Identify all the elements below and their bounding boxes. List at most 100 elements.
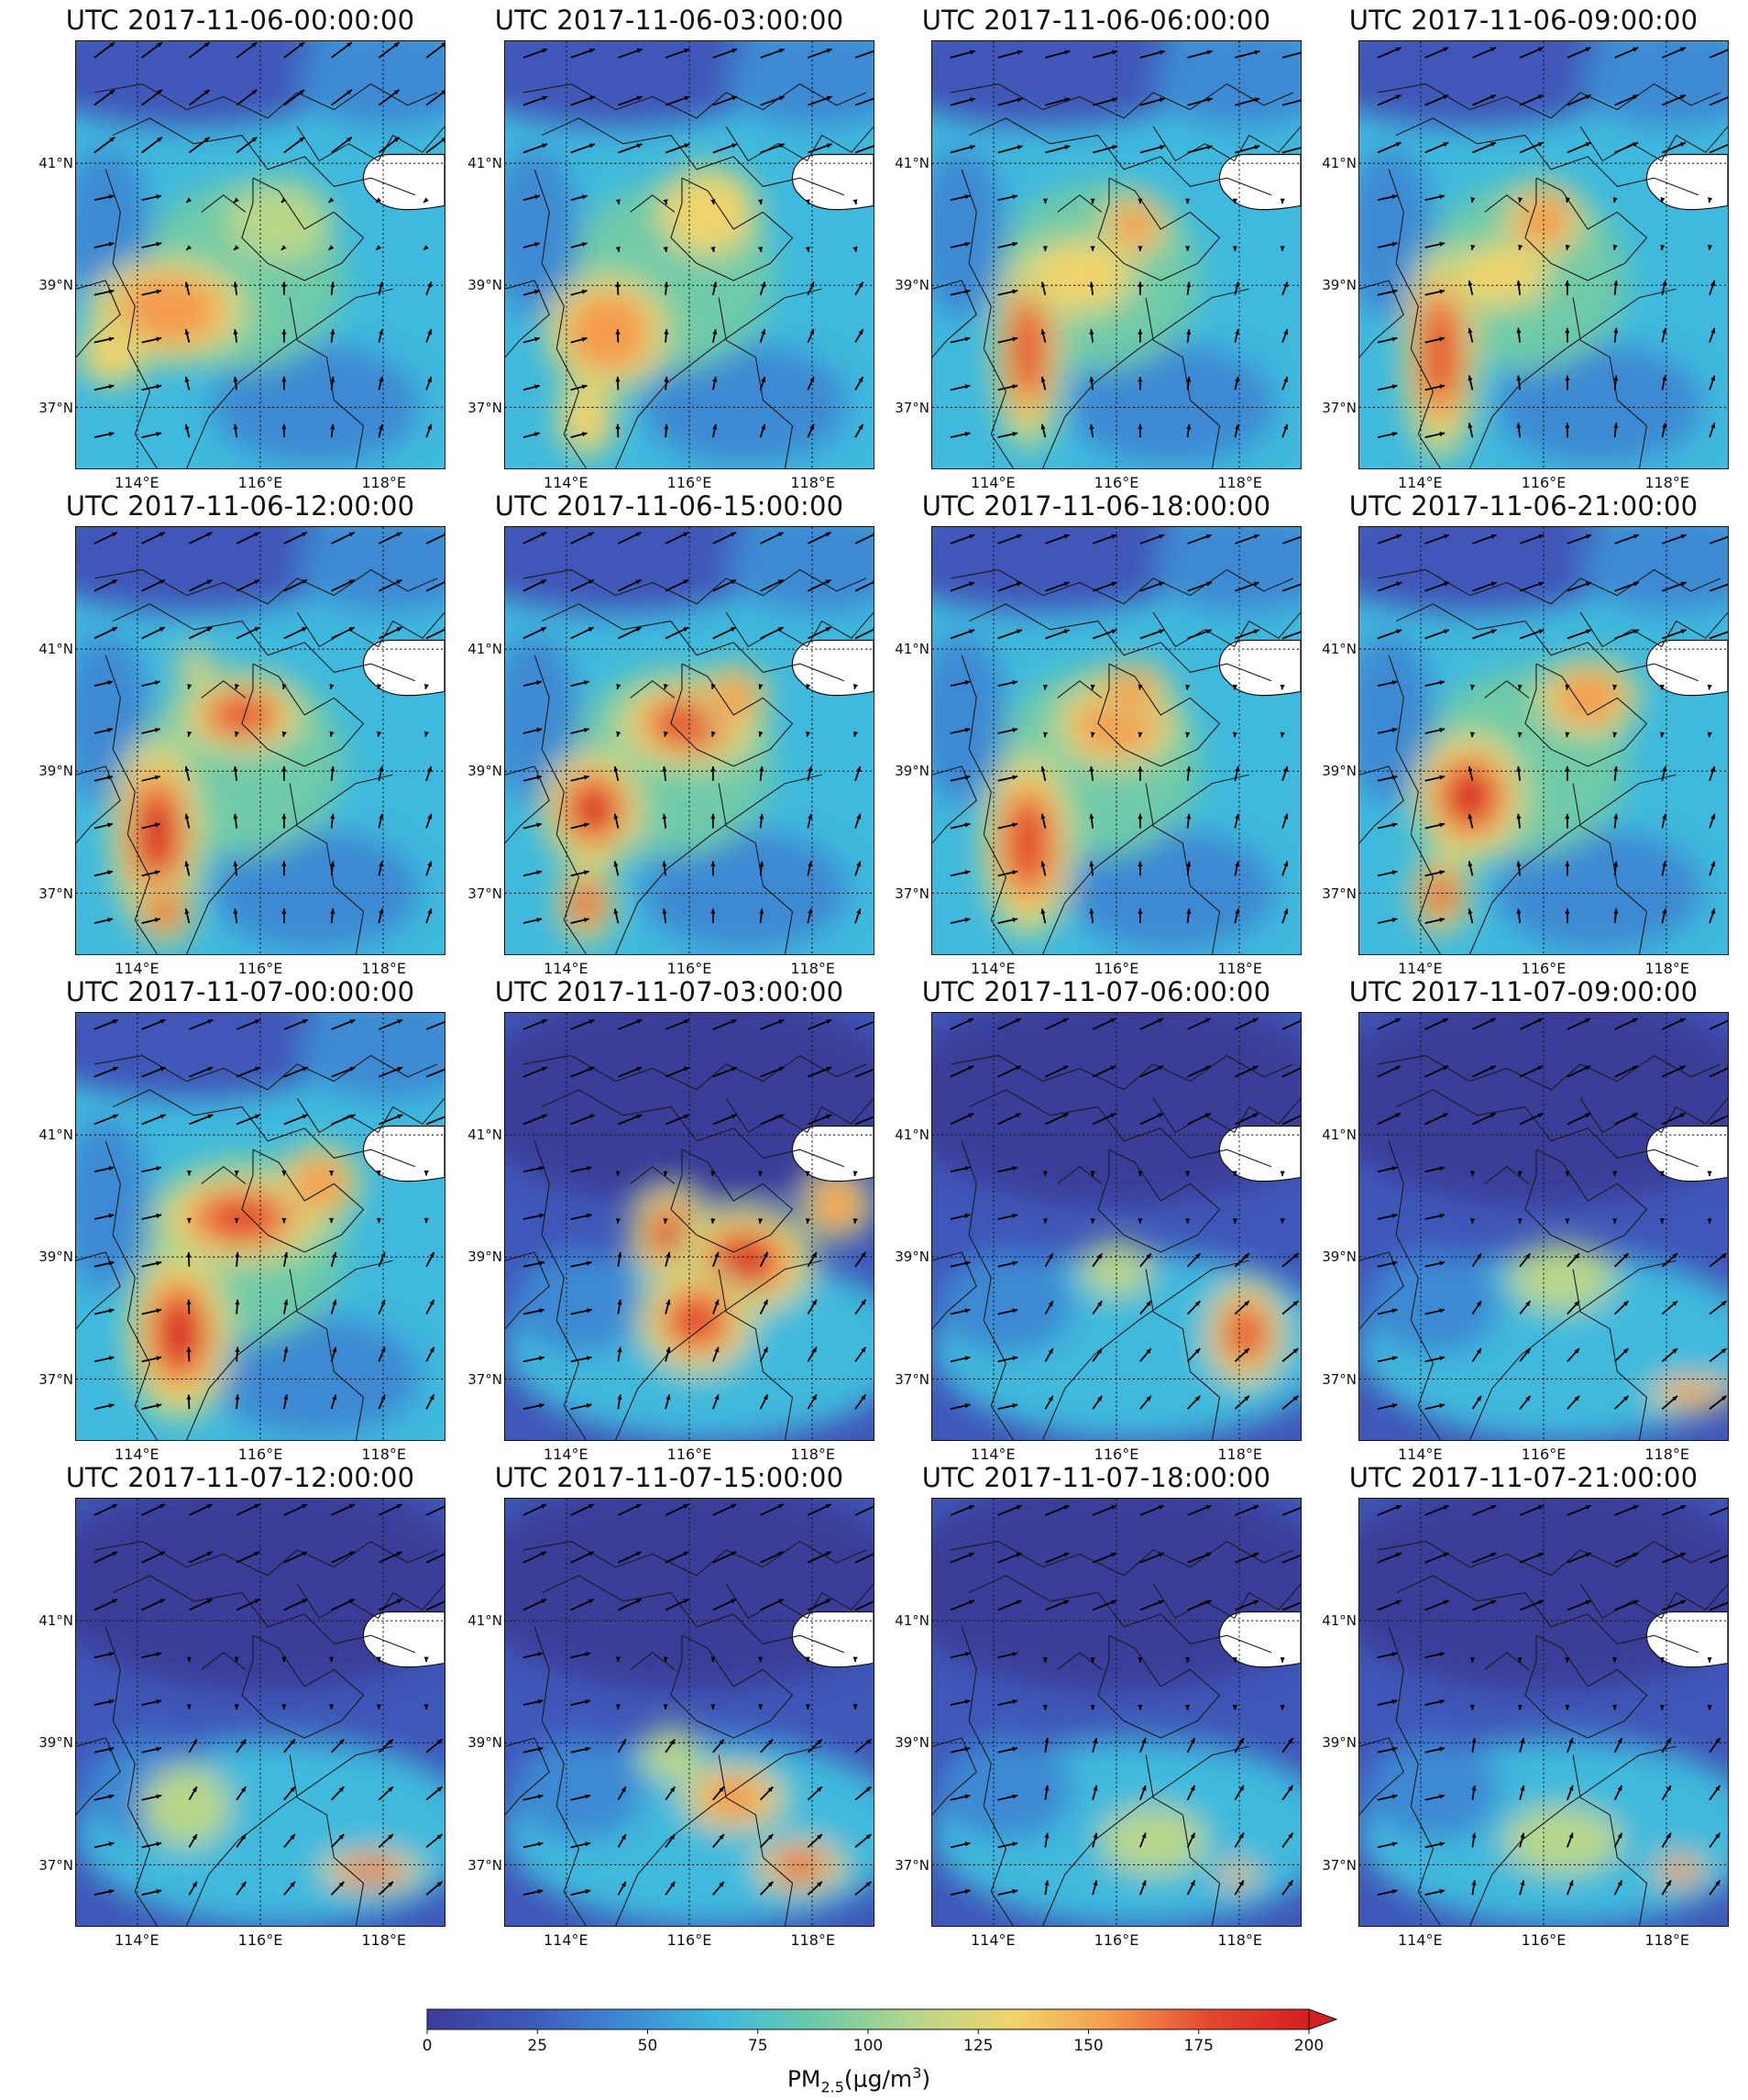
wind-vectors bbox=[522, 532, 874, 925]
pm25-map bbox=[931, 1498, 1302, 1927]
panel-title: UTC 2017-11-06-09:00:00 bbox=[1348, 5, 1699, 36]
pm25-field bbox=[932, 1499, 1301, 1926]
lon-tick-label: 116°E bbox=[1521, 960, 1567, 977]
lat-tick-label: 39°N bbox=[1322, 763, 1357, 780]
wind-vectors bbox=[522, 48, 874, 439]
lat-tick-label: 39°N bbox=[895, 277, 929, 294]
lat-tick-label: 41°N bbox=[895, 1126, 929, 1143]
lat-tick-label: 41°N bbox=[467, 640, 502, 657]
pm25-field bbox=[505, 1499, 874, 1926]
lon-tick-label: 118°E bbox=[361, 1446, 406, 1463]
wind-vectors bbox=[950, 1504, 1301, 1897]
lat-tick-label: 37°N bbox=[895, 1371, 929, 1389]
panel-title: UTC 2017-11-06-03:00:00 bbox=[494, 5, 844, 36]
lat-tick-label: 39°N bbox=[895, 1248, 929, 1266]
lon-tick-label: 118°E bbox=[361, 1931, 406, 1949]
colorbar-tick-label: 50 bbox=[637, 2037, 658, 2055]
pm25-field bbox=[505, 1013, 874, 1440]
lon-tick-label: 118°E bbox=[790, 474, 835, 491]
lon-tick-label: 116°E bbox=[237, 1446, 283, 1463]
pm25-map bbox=[1358, 40, 1729, 469]
pm25-map bbox=[75, 526, 445, 955]
lat-tick-label: 41°N bbox=[895, 640, 929, 657]
lat-tick-label: 37°N bbox=[1322, 1371, 1357, 1389]
pm25-field bbox=[1359, 41, 1728, 468]
lon-tick-label: 114°E bbox=[971, 1446, 1016, 1463]
lat-tick-label: 37°N bbox=[895, 400, 929, 417]
lon-tick-label: 114°E bbox=[1398, 1931, 1443, 1949]
lon-tick-label: 116°E bbox=[1094, 1446, 1139, 1463]
pm25-map bbox=[931, 40, 1302, 469]
pm25-field bbox=[932, 41, 1301, 468]
wind-vectors bbox=[1377, 47, 1728, 439]
lon-tick-label: 114°E bbox=[115, 1446, 159, 1463]
lon-tick-label: 118°E bbox=[1217, 1931, 1262, 1949]
pm25-field bbox=[932, 1013, 1301, 1440]
lon-tick-label: 114°E bbox=[115, 474, 159, 491]
colorbar-tick-label: 150 bbox=[1073, 2037, 1104, 2055]
pm25-field bbox=[932, 527, 1301, 954]
map-panel: UTC 2017-11-07-15:00:00 41°N 39°N 37°N 114°E… bbox=[467, 1457, 917, 1949]
lon-tick-label: 118°E bbox=[1217, 474, 1262, 491]
map-panel: UTC 2017-11-06-12:00:00 41°N 39°N 37°N 114°E… bbox=[38, 486, 488, 977]
panel-title: UTC 2017-11-07-00:00:00 bbox=[65, 976, 415, 1007]
map-panel: UTC 2017-11-06-06:00:00 41°N 39°N 37°N 114°E… bbox=[895, 0, 1344, 491]
lat-tick-label: 41°N bbox=[1322, 1126, 1357, 1143]
panel-title: UTC 2017-11-07-12:00:00 bbox=[65, 1462, 415, 1493]
pm25-field bbox=[505, 41, 874, 468]
lat-tick-label: 37°N bbox=[1322, 885, 1357, 903]
lat-tick-label: 41°N bbox=[38, 640, 73, 657]
lat-tick-label: 41°N bbox=[1322, 154, 1357, 171]
lon-tick-label: 114°E bbox=[1398, 960, 1443, 977]
lat-tick-label: 37°N bbox=[38, 885, 73, 903]
lat-tick-label: 37°N bbox=[467, 1371, 502, 1389]
map-panel: UTC 2017-11-07-09:00:00 41°N 39°N 37°N 114°E… bbox=[1322, 972, 1748, 1463]
lat-tick-label: 41°N bbox=[895, 154, 929, 171]
lon-tick-label: 118°E bbox=[790, 960, 835, 977]
lon-tick-label: 116°E bbox=[1094, 960, 1139, 977]
colorbar-label: PM2.5(μg/m3) bbox=[786, 2064, 931, 2096]
pm25-map bbox=[1358, 1498, 1729, 1927]
panel-title: UTC 2017-11-07-09:00:00 bbox=[1348, 976, 1699, 1007]
lat-tick-label: 41°N bbox=[1322, 1611, 1357, 1629]
panel-title: UTC 2017-11-06-21:00:00 bbox=[1348, 490, 1699, 522]
colorbar-tick-label: 200 bbox=[1293, 2037, 1325, 2055]
lon-tick-label: 118°E bbox=[1644, 960, 1689, 977]
lat-tick-label: 39°N bbox=[38, 763, 73, 780]
wind-vectors bbox=[950, 49, 1301, 439]
map-panel: UTC 2017-11-07-06:00:00 41°N 39°N 37°N 114°E… bbox=[895, 972, 1344, 1463]
lat-tick-label: 39°N bbox=[467, 763, 502, 780]
lat-tick-label: 39°N bbox=[467, 1248, 502, 1266]
map-panel: UTC 2017-11-06-03:00:00 41°N 39°N 37°N 114°E… bbox=[467, 0, 917, 491]
lat-tick-label: 37°N bbox=[895, 1857, 929, 1875]
lat-tick-label: 37°N bbox=[38, 1371, 73, 1389]
lat-tick-label: 39°N bbox=[895, 763, 929, 780]
map-panel: UTC 2017-11-07-03:00:00 41°N 39°N 37°N 114°E… bbox=[467, 972, 917, 1463]
pm25-field bbox=[76, 41, 445, 468]
colorbar-tick-label: 75 bbox=[747, 2037, 768, 2055]
pm25-field bbox=[76, 527, 445, 954]
lon-tick-label: 114°E bbox=[544, 474, 588, 491]
wind-vectors bbox=[1377, 1017, 1728, 1411]
lon-tick-label: 116°E bbox=[666, 960, 712, 977]
pm25-map bbox=[75, 1498, 445, 1927]
wind-vectors bbox=[950, 533, 1301, 925]
lon-tick-label: 114°E bbox=[971, 1931, 1016, 1949]
map-panel: UTC 2017-11-07-12:00:00 41°N 39°N 37°N 114°E… bbox=[38, 1457, 488, 1949]
pm25-field bbox=[1359, 527, 1728, 954]
colorbar-gradient bbox=[426, 2008, 1338, 2034]
panel-title: UTC 2017-11-07-03:00:00 bbox=[494, 976, 844, 1007]
pm25-field bbox=[76, 1499, 445, 1926]
lat-tick-label: 41°N bbox=[1322, 640, 1357, 657]
lat-tick-label: 37°N bbox=[467, 885, 502, 903]
wind-vectors bbox=[93, 1503, 445, 1897]
panel-title: UTC 2017-11-06-00:00:00 bbox=[65, 5, 415, 36]
wind-vectors bbox=[950, 1017, 1301, 1411]
panel-title: UTC 2017-11-06-06:00:00 bbox=[921, 5, 1271, 36]
pm25-field bbox=[505, 527, 874, 954]
pm25-map bbox=[504, 1012, 874, 1441]
lon-tick-label: 114°E bbox=[544, 1931, 588, 1949]
lat-tick-label: 39°N bbox=[895, 1734, 929, 1752]
wind-vectors bbox=[1377, 1504, 1728, 1897]
lat-tick-label: 39°N bbox=[38, 277, 73, 294]
